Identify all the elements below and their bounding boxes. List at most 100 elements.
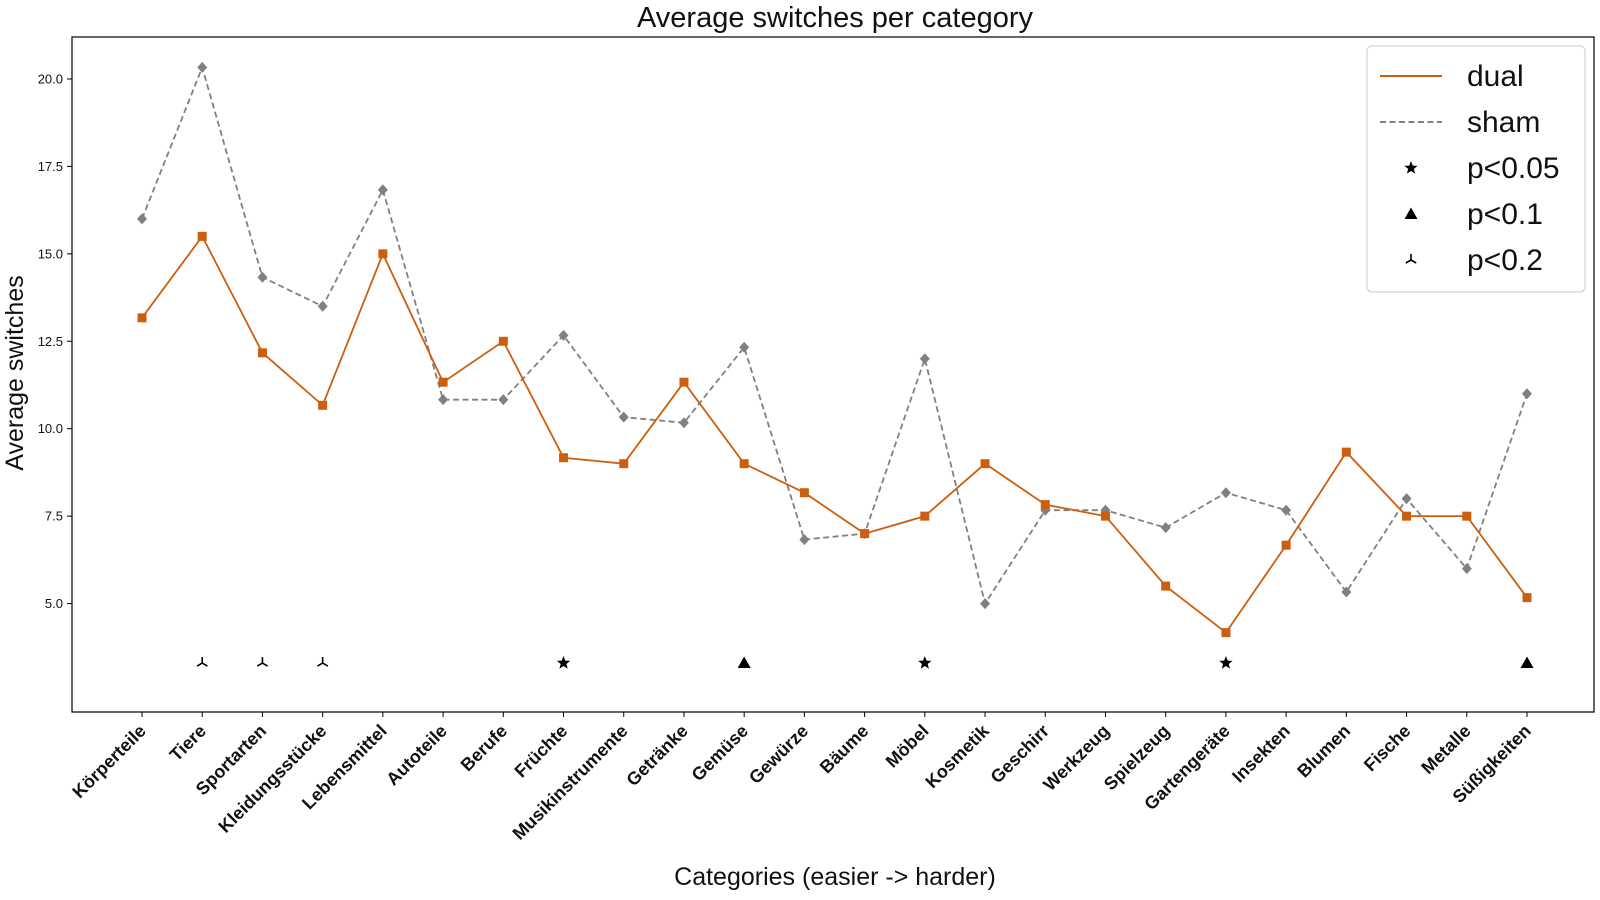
x-axis-label: Categories (easier -> harder) [674, 863, 996, 891]
y-tick-label-2: 10.0 [38, 421, 63, 436]
x-tick-label-21: Fische [1360, 721, 1414, 775]
legend-item-p-0-05: p<0.05 [1404, 152, 1560, 185]
point-sham-9 [678, 417, 689, 429]
legend-swatch-p-0-1 [1404, 207, 1418, 219]
x-tick-label-13: Möbel [882, 721, 933, 772]
significance-marker-5 [918, 656, 932, 669]
point-dual-9 [679, 377, 689, 387]
tri-marker-arm-2 [262, 662, 269, 667]
legend-label-dual: dual [1467, 60, 1524, 93]
point-dual-21 [1402, 511, 1412, 521]
point-sham-13 [919, 353, 930, 365]
point-sham-11 [799, 534, 810, 546]
legend-swatch-p-0-05 [1404, 161, 1418, 174]
x-tick-label-22: Metalle [1417, 721, 1474, 778]
x-tick-label-14: Kosmetik [921, 720, 993, 792]
legend: dual sham p<0.05 p<0.1 p<0.2 [1366, 45, 1586, 293]
point-sham-0 [137, 213, 147, 225]
point-dual-0 [137, 313, 147, 323]
tri-marker-arm-2 [322, 662, 329, 667]
point-sham-4 [377, 184, 388, 196]
legend-label-p-0-2: p<0.2 [1467, 244, 1543, 277]
significance-marker-7 [1520, 656, 1534, 669]
tri-marker-arm-2 [1410, 259, 1417, 264]
plot-area: 5.0 7.5 10.0 12.5 15.0 17.5 20.0 Körperteile Tie… [38, 36, 1595, 844]
point-sham-3 [317, 300, 328, 312]
point-dual-8 [619, 459, 629, 469]
series-line-sham [141, 64, 1528, 606]
point-dual-17 [1161, 581, 1171, 591]
point-dual-2 [257, 348, 267, 358]
point-dual-20 [1341, 447, 1351, 457]
point-sham-23 [1522, 388, 1532, 400]
point-dual-13 [920, 511, 930, 521]
point-dual-22 [1462, 511, 1472, 521]
point-dual-3 [318, 400, 328, 410]
point-sham-14 [980, 598, 991, 610]
legend-box [1366, 45, 1586, 293]
legend-item-dual: dual [1380, 60, 1524, 93]
point-dual-19 [1281, 540, 1291, 550]
point-dual-4 [378, 249, 388, 259]
point-sham-20 [1341, 586, 1352, 598]
x-tick-label-1: Tiere [166, 721, 210, 765]
legend-swatch-p-0-2 [1405, 254, 1417, 264]
tri-marker-arm-1 [256, 662, 263, 667]
point-sham-10 [739, 341, 750, 353]
point-sham-2 [257, 271, 268, 283]
plot-frame [71, 36, 1595, 713]
significance-marker-2 [317, 657, 329, 667]
legend-item-p-0-1: p<0.1 [1404, 198, 1543, 231]
y-tick-label-3: 12.5 [38, 334, 63, 349]
tri-marker-arm-1 [317, 662, 324, 667]
series-line-dual [141, 234, 1528, 634]
chart-title: Average switches per category [637, 2, 1034, 34]
x-tick-label-10: Gemüse [688, 721, 752, 785]
x-tick-label-12: Bäume [816, 721, 873, 778]
point-sham-5 [438, 394, 449, 406]
y-tick-label-4: 15.0 [38, 246, 63, 261]
y-axis-label: Average switches [1, 275, 29, 470]
point-dual-18 [1221, 628, 1231, 638]
point-dual-10 [739, 459, 749, 469]
tri-marker-arm-1 [1405, 259, 1412, 264]
point-dual-15 [1040, 500, 1050, 510]
significance-marker-0 [196, 657, 208, 667]
point-dual-12 [860, 529, 870, 539]
point-dual-11 [799, 488, 809, 498]
point-sham-17 [1160, 522, 1171, 534]
legend-label-p-0-05: p<0.05 [1467, 152, 1560, 185]
legend-item-sham: sham [1380, 106, 1540, 139]
point-sham-21 [1401, 493, 1412, 505]
significance-marker-1 [256, 657, 269, 667]
legend-label-sham: sham [1467, 106, 1540, 139]
x-tick-label-11: Gewürze [745, 721, 812, 788]
significance-marker-3 [556, 656, 571, 669]
x-tick-label-6: Berufe [457, 721, 511, 775]
point-dual-16 [1100, 511, 1110, 521]
point-dual-14 [980, 459, 990, 469]
significance-marker-4 [737, 656, 751, 669]
x-tick-label-8: Musikinstrumente [509, 721, 632, 844]
point-sham-6 [498, 394, 509, 406]
tri-marker-arm-1 [196, 662, 203, 667]
x-tick-label-20: Blumen [1293, 721, 1354, 782]
point-sham-1 [197, 61, 208, 73]
significance-marker-6 [1219, 656, 1233, 669]
x-tick-label-9: Getränke [622, 721, 691, 790]
tri-marker-arm-2 [201, 662, 208, 667]
point-dual-7 [559, 453, 569, 463]
y-tick-label-1: 7.5 [45, 509, 63, 524]
x-tick-label-19: Insekten [1228, 721, 1294, 787]
legend-item-p-0-2: p<0.2 [1405, 244, 1543, 277]
point-dual-6 [498, 336, 508, 346]
point-dual-5 [438, 377, 448, 387]
legend-label-p-0-1: p<0.1 [1467, 198, 1543, 231]
point-sham-7 [558, 329, 569, 341]
point-dual-1 [197, 231, 207, 241]
point-sham-22 [1461, 563, 1472, 575]
x-tick-label-7: Früchte [511, 721, 572, 782]
point-sham-19 [1281, 504, 1292, 516]
